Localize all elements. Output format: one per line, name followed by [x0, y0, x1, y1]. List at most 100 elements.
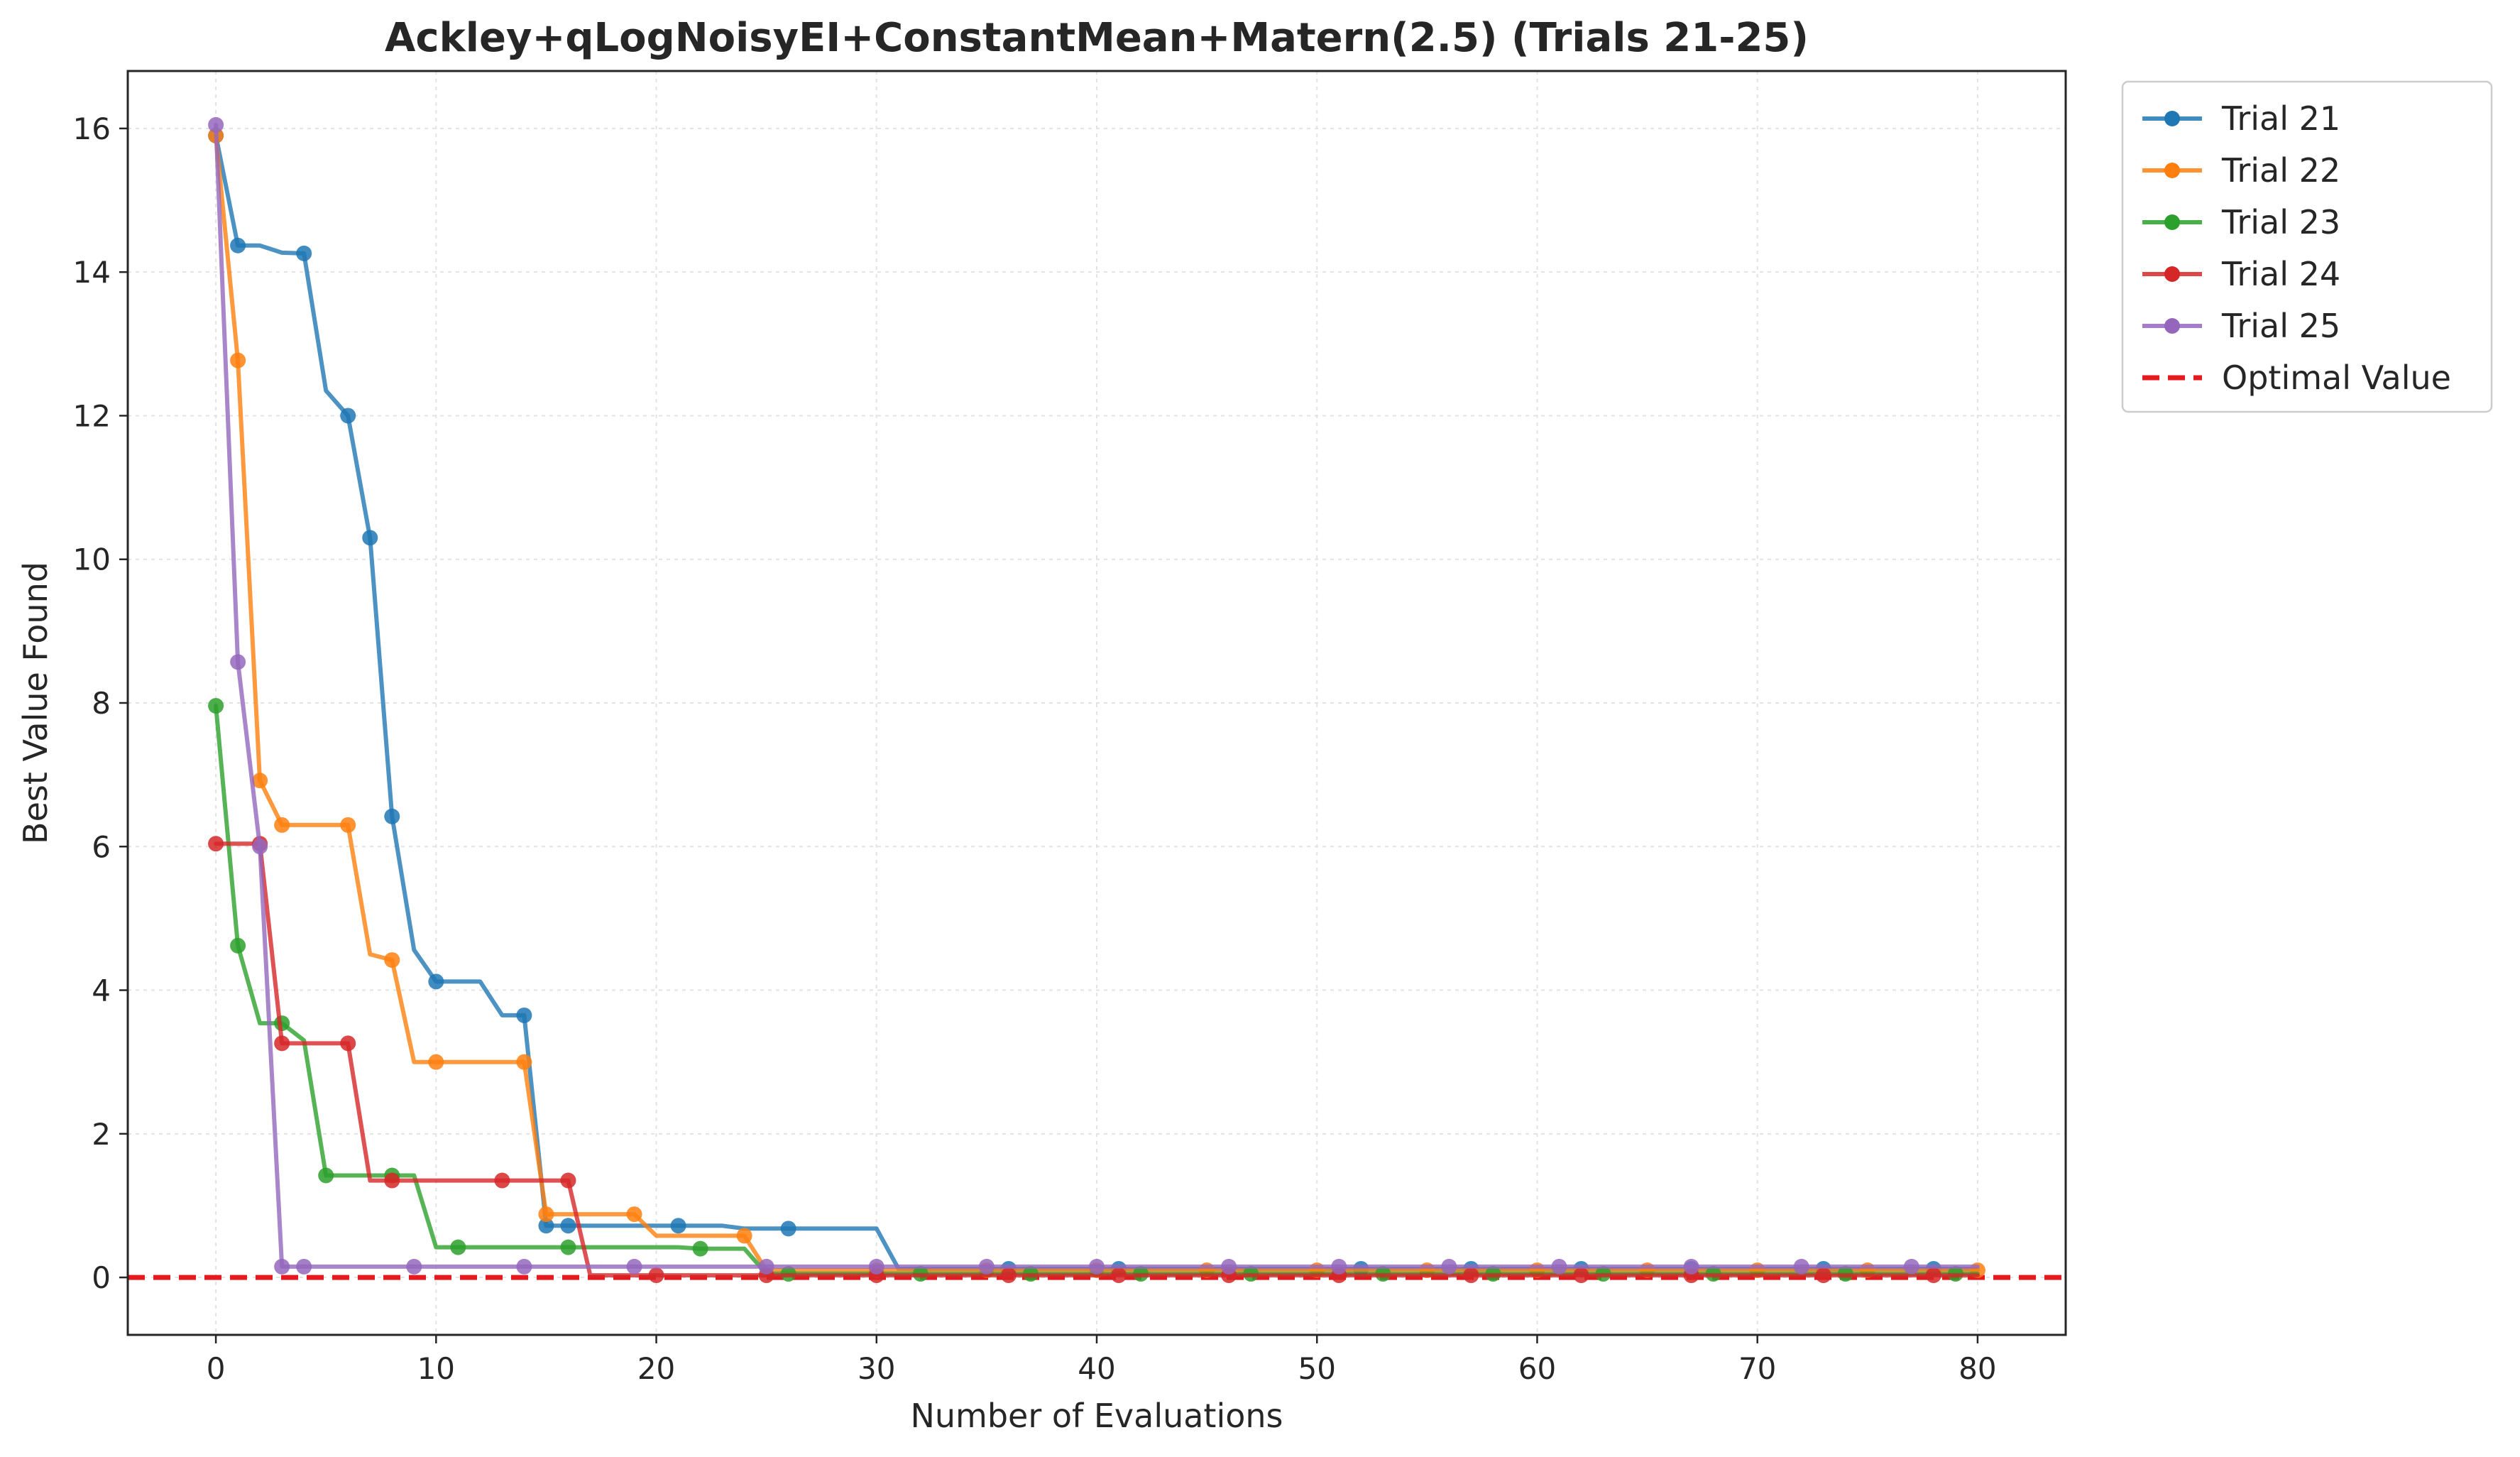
data-point: [516, 1007, 532, 1023]
data-point: [428, 1054, 444, 1070]
x-tick-label: 70: [1738, 1351, 1776, 1386]
data-point: [1551, 1258, 1567, 1275]
x-tick-label: 30: [858, 1351, 895, 1386]
data-point: [1441, 1258, 1457, 1275]
series-layer: [208, 116, 1985, 1284]
data-point: [208, 116, 224, 133]
data-point: [340, 817, 356, 833]
data-point: [1683, 1258, 1699, 1275]
data-point: [362, 530, 378, 546]
data-point: [560, 1172, 576, 1189]
data-point: [208, 836, 224, 852]
data-point: [1331, 1258, 1347, 1275]
data-point: [1925, 1267, 1941, 1284]
data-point: [230, 237, 246, 253]
data-point: [560, 1218, 576, 1234]
data-point: [1221, 1258, 1237, 1275]
data-point: [516, 1258, 532, 1275]
data-point: [428, 973, 444, 990]
data-point: [384, 1172, 400, 1189]
data-point: [252, 839, 268, 855]
y-tick-label: 10: [73, 542, 111, 577]
data-point: [1111, 1267, 1127, 1284]
plot-frame: [126, 70, 2067, 1336]
x-tick-label: 0: [207, 1351, 226, 1386]
data-point: [1463, 1267, 1479, 1284]
y-tick-label: 2: [92, 1117, 111, 1152]
data-point: [692, 1240, 708, 1257]
x-axis-label: Number of Evaluations: [910, 1397, 1283, 1435]
y-tick-label: 12: [73, 398, 111, 433]
data-point: [252, 773, 268, 789]
series-trial-25: [208, 116, 1980, 1275]
y-tick-label: 14: [73, 255, 111, 290]
data-point: [384, 952, 400, 968]
data-point: [340, 408, 356, 424]
data-point: [538, 1218, 554, 1234]
data-point: [406, 1258, 422, 1275]
legend-item-trial-21: Trial 21: [2142, 99, 2340, 138]
y-tick-label: 6: [92, 829, 111, 864]
legend-label: Trial 22: [2221, 151, 2340, 190]
data-point: [208, 698, 224, 714]
legend-item-trial-22: Trial 22: [2142, 151, 2340, 190]
data-point: [318, 1167, 334, 1184]
data-point: [626, 1258, 642, 1275]
axis-ticks: 0 10 20 30 40 50 60 70 80 0 2 4 6 8 10 12 14 16: [73, 111, 1997, 1386]
x-tick-label: 60: [1518, 1351, 1556, 1386]
data-point: [494, 1172, 510, 1189]
data-point: [1089, 1258, 1105, 1275]
data-point: [516, 1054, 532, 1070]
data-point: [274, 817, 290, 833]
legend-item-trial-24: Trial 24: [2142, 255, 2340, 293]
x-tick-label: 80: [1959, 1351, 1996, 1386]
legend-label: Trial 23: [2221, 203, 2340, 241]
data-point: [340, 1035, 356, 1052]
data-point: [626, 1206, 642, 1223]
legend-marker: [2164, 214, 2180, 230]
x-tick-label: 40: [1078, 1351, 1115, 1386]
legend-marker: [2164, 111, 2180, 126]
legend-label: Optimal Value: [2222, 359, 2451, 397]
x-tick-label: 20: [637, 1351, 675, 1386]
legend-marker: [2164, 163, 2180, 178]
legend-marker: [2164, 318, 2180, 334]
legend-label: Trial 25: [2221, 307, 2340, 345]
legend-marker: [2164, 266, 2180, 282]
data-point: [274, 1258, 290, 1275]
data-point: [1000, 1267, 1017, 1284]
data-point: [978, 1258, 995, 1275]
y-tick-label: 0: [92, 1260, 111, 1295]
data-point: [1793, 1258, 1809, 1275]
data-point: [1815, 1267, 1831, 1284]
data-point: [296, 1258, 312, 1275]
data-point: [670, 1218, 686, 1234]
y-tick-label: 8: [92, 686, 111, 721]
data-point: [1573, 1267, 1589, 1284]
data-point: [780, 1221, 796, 1237]
x-tick-label: 50: [1298, 1351, 1336, 1386]
legend-box: [2121, 80, 2493, 413]
y-tick-label: 16: [73, 111, 111, 146]
data-point: [538, 1206, 554, 1223]
data-point: [758, 1258, 774, 1275]
legend-item-trial-23: Trial 23: [2142, 203, 2340, 241]
data-point: [450, 1239, 466, 1255]
data-point: [560, 1239, 576, 1255]
legend-label: Trial 24: [2221, 255, 2340, 293]
data-point: [736, 1228, 752, 1244]
legend-item-optimal: Optimal Value: [2142, 359, 2451, 397]
data-point: [230, 937, 246, 954]
y-tick-label: 4: [92, 973, 111, 1008]
legend-label: Trial 21: [2221, 99, 2340, 138]
data-point: [296, 245, 312, 261]
y-axis-label: Best Value Found: [16, 562, 55, 844]
data-point: [230, 654, 246, 670]
data-point: [1903, 1258, 1919, 1275]
data-point: [648, 1267, 664, 1284]
data-point: [868, 1258, 884, 1275]
data-point: [230, 352, 246, 369]
chart-title: Ackley+qLogNoisyEI+ConstantMean+Matern(2…: [385, 15, 1809, 61]
